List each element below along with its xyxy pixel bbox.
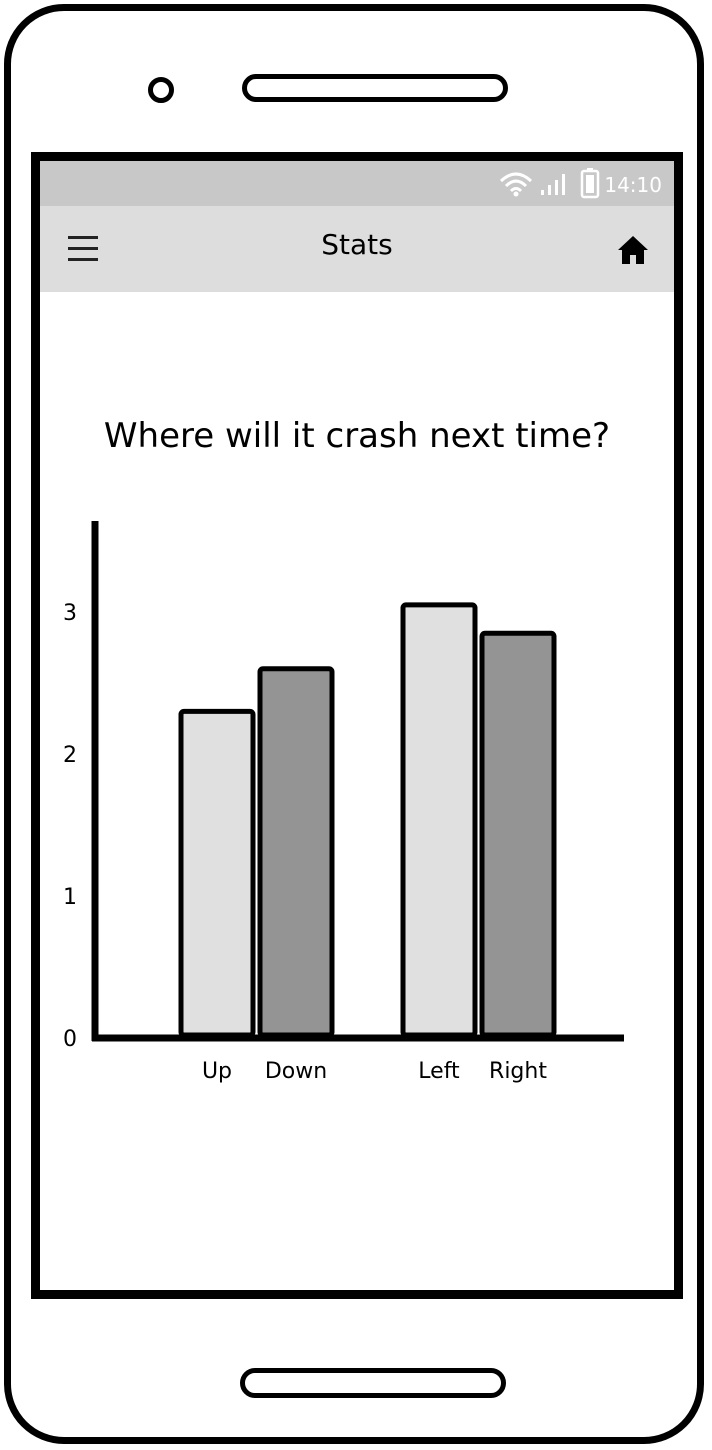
x-tick-label: Left [418, 1059, 460, 1084]
screen: 14:10 Stats Where will it crash next tim… [31, 152, 683, 1299]
app-bar: Stats [40, 206, 674, 292]
status-bar: 14:10 [40, 161, 674, 206]
x-tick-label: Up [202, 1059, 232, 1084]
speaker-grille [242, 74, 508, 102]
bar-up [178, 708, 256, 1038]
x-tick-label: Right [489, 1059, 547, 1084]
status-time: 14:10 [604, 173, 662, 197]
bar-down [257, 666, 335, 1038]
bar-chart: 0 1 2 3 Up Down Left Right [63, 521, 624, 1084]
hamburger-menu-icon[interactable] [68, 236, 98, 262]
y-tick-label: 2 [63, 743, 77, 768]
signal-icon [541, 174, 565, 195]
y-tick-label: 0 [63, 1027, 77, 1052]
home-icon[interactable] [616, 234, 650, 266]
y-tick-label: 3 [63, 601, 77, 626]
bar-right [479, 630, 557, 1038]
chart-question: Where will it crash next time? [103, 416, 611, 456]
y-tick-label: 1 [63, 885, 77, 910]
page-title: Stats [321, 228, 393, 261]
bar-left [400, 602, 478, 1038]
home-hardware-button[interactable] [240, 1368, 506, 1398]
camera-icon [148, 77, 174, 103]
x-tick-label: Down [265, 1059, 327, 1084]
battery-icon [580, 168, 600, 199]
wifi-icon [499, 172, 533, 197]
